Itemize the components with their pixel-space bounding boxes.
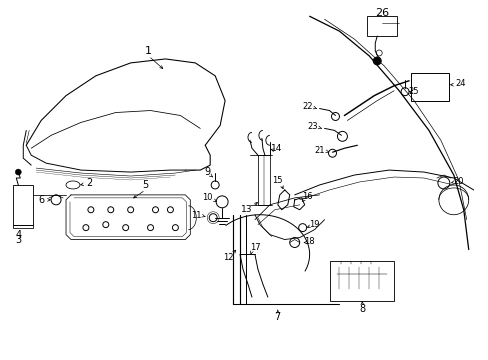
Text: 4: 4 bbox=[15, 230, 21, 239]
Text: 3: 3 bbox=[15, 234, 21, 244]
Bar bbox=[13, 185, 33, 225]
Text: 8: 8 bbox=[359, 304, 365, 314]
Text: 13: 13 bbox=[241, 205, 252, 214]
Circle shape bbox=[15, 169, 21, 175]
Text: 14: 14 bbox=[270, 144, 282, 153]
Text: 2: 2 bbox=[85, 178, 92, 188]
Text: 15: 15 bbox=[272, 176, 283, 185]
Text: 9: 9 bbox=[203, 167, 210, 177]
Text: 17: 17 bbox=[249, 243, 260, 252]
Bar bbox=[257, 155, 269, 205]
Bar bbox=[410, 73, 448, 100]
Text: 25: 25 bbox=[408, 87, 418, 96]
Text: 24: 24 bbox=[455, 79, 465, 88]
Bar bbox=[329, 261, 393, 301]
Text: 20: 20 bbox=[452, 177, 463, 186]
Text: 16: 16 bbox=[302, 192, 312, 201]
Text: 6: 6 bbox=[38, 195, 44, 205]
Text: 1: 1 bbox=[145, 46, 152, 56]
Text: 21: 21 bbox=[314, 146, 324, 155]
Text: 12: 12 bbox=[223, 253, 233, 262]
Text: 7: 7 bbox=[274, 312, 281, 322]
Text: 18: 18 bbox=[304, 237, 314, 246]
Text: 19: 19 bbox=[309, 220, 319, 229]
Text: 26: 26 bbox=[374, 8, 388, 18]
Text: 11: 11 bbox=[191, 211, 201, 220]
Text: 22: 22 bbox=[302, 102, 312, 111]
Circle shape bbox=[372, 57, 381, 65]
Bar bbox=[366, 16, 396, 36]
Text: 23: 23 bbox=[306, 122, 317, 131]
Text: 5: 5 bbox=[142, 180, 148, 190]
Text: 10: 10 bbox=[202, 193, 212, 202]
